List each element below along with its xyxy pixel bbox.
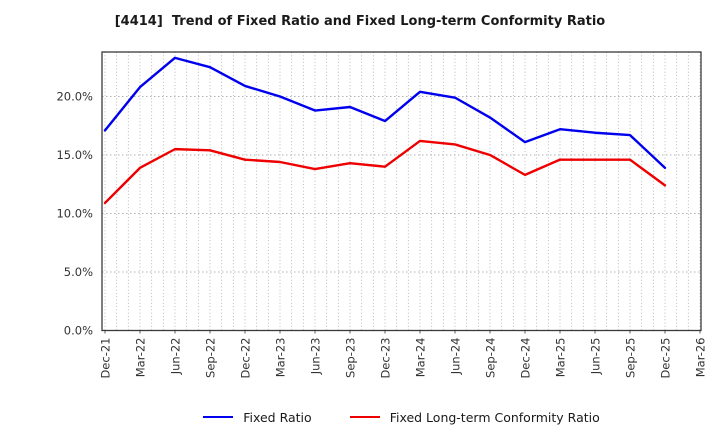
x-tick-label: Sep-22 [204,338,218,378]
legend-item-fixed-long-term-conformity-ratio: Fixed Long-term Conformity Ratio [349,409,600,425]
x-tick-label: Jun-25 [589,338,603,376]
legend-label: Fixed Ratio [243,409,312,425]
fixed-long-term-conformity-ratio-line [103,139,667,205]
x-tick-label: Dec-22 [239,338,253,379]
legend-item-fixed-ratio: Fixed Ratio [203,409,312,425]
y-tick-label: 10.0% [56,206,93,220]
fixed-ratio-line [103,56,667,170]
y-tick-label: 0.0% [64,324,93,338]
y-tick-label: 15.0% [56,148,93,162]
x-tick-label: Dec-21 [99,338,113,379]
x-tick-label: Mar-25 [554,338,568,378]
x-tick-label: Dec-23 [379,338,393,379]
x-tick-label: Sep-23 [344,338,358,378]
y-tick-label: 20.0% [56,89,93,103]
legend-label: Fixed Long-term Conformity Ratio [389,409,600,425]
chart-legend: Fixed Ratio Fixed Long-term Conformity R… [102,404,701,430]
x-tick-label: Sep-25 [624,338,638,378]
x-tick-label: Dec-24 [519,338,533,379]
x-tick-label: Mar-22 [134,338,148,378]
x-tick-label: Jun-22 [169,338,183,376]
x-tick-label: Dec-25 [659,338,673,379]
x-tick-label: Sep-24 [484,338,498,378]
x-tick-label: Jun-23 [309,338,323,376]
fixed-ratio-line-swatch [203,416,234,418]
x-tick-label: Mar-26 [694,338,708,378]
y-tick-label: 5.0% [64,265,93,279]
fixed-long-term-conformity-ratio-line-swatch [349,416,380,418]
x-tick-label: Mar-24 [414,338,428,378]
x-tick-label: Mar-23 [274,338,288,378]
x-tick-label: Jun-24 [449,338,463,376]
plot-border [101,51,702,332]
chart-title: [4414] Trend of Fixed Ratio and Fixed Lo… [114,14,606,29]
